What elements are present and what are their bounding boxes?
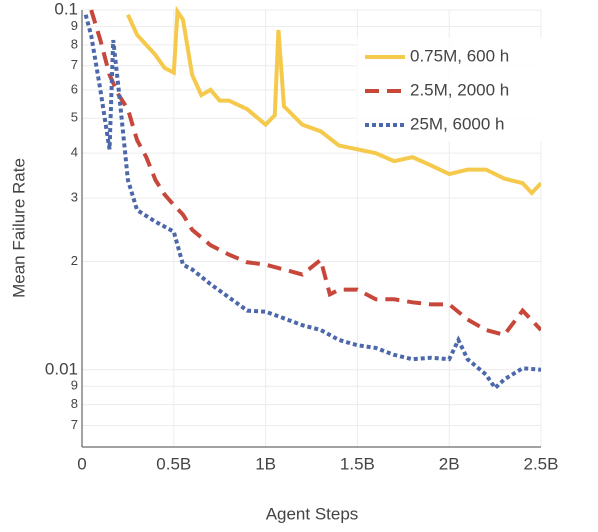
- x-tick-label: 2B: [439, 454, 460, 473]
- series-line: [89, 9, 541, 338]
- y-tick-label: 4: [71, 145, 78, 160]
- legend-label: 0.75M, 600 h: [410, 46, 509, 65]
- legend-label: 2.5M, 2000 h: [410, 80, 509, 99]
- y-tick-label: 5: [71, 110, 78, 125]
- x-axis-label: Agent Steps: [266, 504, 359, 523]
- series-line: [126, 5, 541, 196]
- y-tick-label: 2: [71, 253, 78, 268]
- y-tick-label: 9: [71, 378, 78, 393]
- y-tick-label: 6: [71, 81, 78, 96]
- x-tick-label: 0: [77, 454, 86, 473]
- x-tick-label: 0.5B: [156, 454, 191, 473]
- legend-label: 25M, 6000 h: [410, 114, 505, 133]
- x-tick-label: 1B: [255, 454, 276, 473]
- y-tick-label: 3: [71, 190, 78, 205]
- series-line: [83, 14, 541, 392]
- y-tick-label: 0.1: [54, 0, 78, 18]
- y-tick-label: 0.01: [45, 359, 78, 378]
- x-tick-label: 1.5B: [340, 454, 375, 473]
- y-tick-label: 7: [71, 57, 78, 72]
- y-tick-label: 8: [71, 36, 78, 51]
- y-axis-label: Mean Failure Rate: [9, 158, 28, 298]
- y-tick-label: 7: [71, 417, 78, 432]
- y-tick-label: 8: [71, 396, 78, 411]
- x-tick-label: 2.5B: [524, 454, 559, 473]
- y-tick-label: 9: [71, 18, 78, 33]
